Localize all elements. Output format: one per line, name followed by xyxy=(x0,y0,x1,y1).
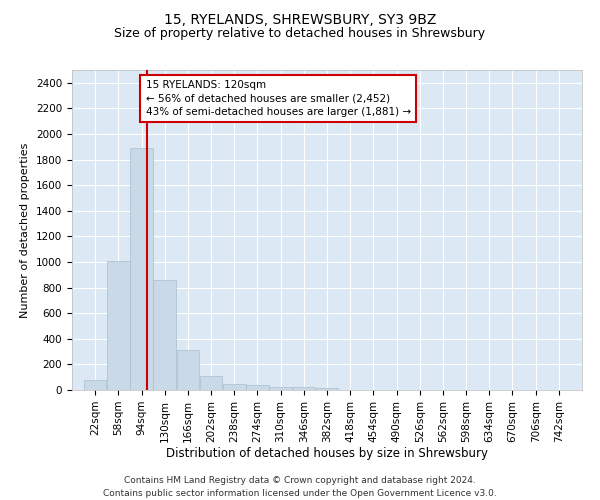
Bar xyxy=(130,148,153,390)
Text: Contains HM Land Registry data © Crown copyright and database right 2024.
Contai: Contains HM Land Registry data © Crown c… xyxy=(103,476,497,498)
X-axis label: Distribution of detached houses by size in Shrewsbury: Distribution of detached houses by size … xyxy=(166,448,488,460)
Bar xyxy=(107,260,130,390)
Bar xyxy=(246,385,269,390)
Bar xyxy=(223,384,245,390)
Y-axis label: Number of detached properties: Number of detached properties xyxy=(20,142,31,318)
Bar xyxy=(84,380,106,390)
Bar xyxy=(176,350,199,390)
Bar xyxy=(269,387,292,390)
Bar xyxy=(293,388,315,390)
Bar xyxy=(316,388,338,390)
Bar xyxy=(200,376,223,390)
Text: 15, RYELANDS, SHREWSBURY, SY3 9BZ: 15, RYELANDS, SHREWSBURY, SY3 9BZ xyxy=(164,12,436,26)
Bar xyxy=(154,280,176,390)
Text: Size of property relative to detached houses in Shrewsbury: Size of property relative to detached ho… xyxy=(115,28,485,40)
Text: 15 RYELANDS: 120sqm
← 56% of detached houses are smaller (2,452)
43% of semi-det: 15 RYELANDS: 120sqm ← 56% of detached ho… xyxy=(146,80,411,116)
